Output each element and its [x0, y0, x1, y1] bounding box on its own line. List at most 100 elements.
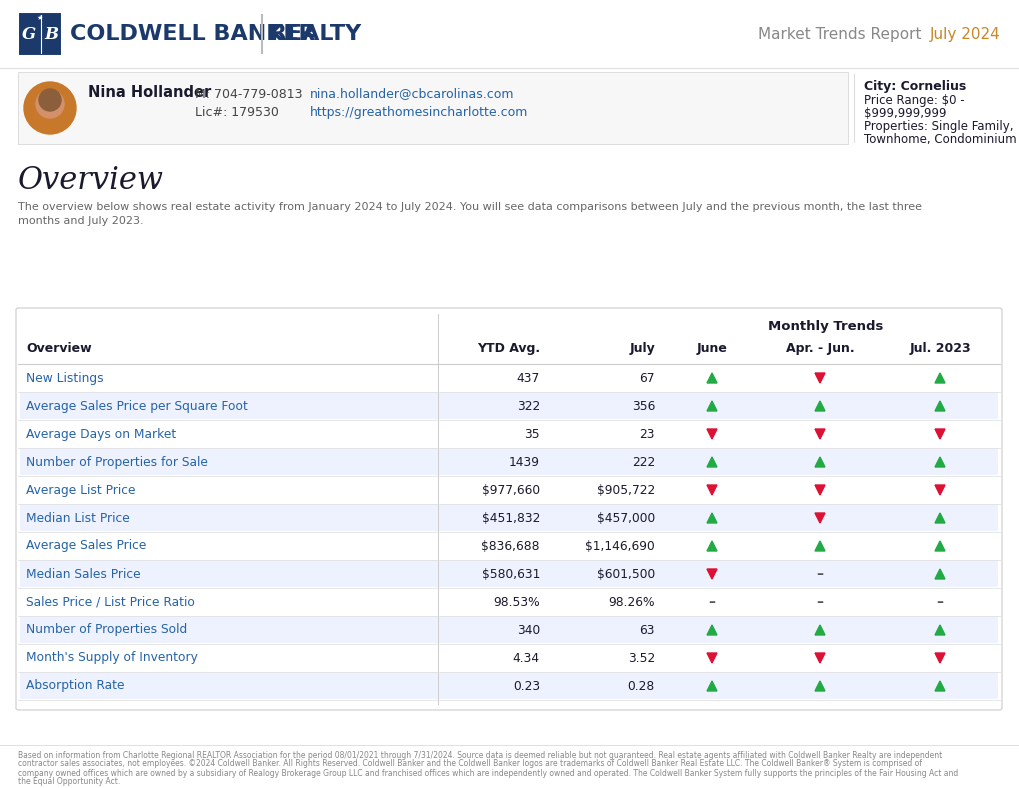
Text: Townhome, Condominium: Townhome, Condominium — [864, 132, 1017, 146]
Text: 0.28: 0.28 — [628, 679, 655, 693]
Text: company owned offices which are owned by a subsidiary of Realogy Brokerage Group: company owned offices which are owned by… — [18, 768, 958, 778]
Text: –: – — [816, 567, 823, 581]
Bar — [20, 560, 998, 587]
Polygon shape — [815, 401, 825, 411]
Polygon shape — [935, 653, 945, 663]
Text: Price Range: $0 -: Price Range: $0 - — [864, 94, 965, 106]
Text: $601,500: $601,500 — [597, 567, 655, 581]
Polygon shape — [707, 681, 717, 691]
Polygon shape — [815, 457, 825, 467]
Text: B: B — [45, 25, 58, 43]
Polygon shape — [935, 513, 945, 523]
Bar — [18, 12, 62, 56]
Text: Jul. 2023: Jul. 2023 — [909, 341, 971, 355]
Text: nina.hollander@cbcarolinas.com: nina.hollander@cbcarolinas.com — [310, 87, 515, 101]
Text: $905,722: $905,722 — [597, 484, 655, 496]
Text: 63: 63 — [640, 623, 655, 637]
Text: M: 704-779-0813: M: 704-779-0813 — [195, 87, 303, 101]
Text: ★: ★ — [37, 15, 43, 21]
Polygon shape — [815, 485, 825, 495]
Text: 35: 35 — [525, 428, 540, 440]
Text: 322: 322 — [517, 400, 540, 412]
Circle shape — [39, 89, 61, 111]
Bar — [20, 448, 998, 475]
Text: Average Sales Price: Average Sales Price — [26, 540, 147, 552]
Polygon shape — [707, 457, 717, 467]
Text: Number of Properties for Sale: Number of Properties for Sale — [26, 455, 208, 469]
Polygon shape — [935, 457, 945, 467]
Polygon shape — [935, 541, 945, 551]
Text: Number of Properties Sold: Number of Properties Sold — [26, 623, 187, 637]
Text: Properties: Single Family,: Properties: Single Family, — [864, 120, 1014, 132]
Text: $977,660: $977,660 — [482, 484, 540, 496]
Text: $451,832: $451,832 — [482, 511, 540, 525]
Polygon shape — [707, 541, 717, 551]
Text: Lic#: 179530: Lic#: 179530 — [195, 106, 279, 118]
Text: –: – — [936, 595, 944, 609]
Text: 340: 340 — [517, 623, 540, 637]
Text: City: Cornelius: City: Cornelius — [864, 80, 966, 92]
Polygon shape — [815, 625, 825, 635]
Text: Monthly Trends: Monthly Trends — [768, 319, 883, 333]
Text: Median List Price: Median List Price — [26, 511, 129, 525]
Text: REALTY: REALTY — [270, 24, 362, 44]
Text: $999,999,999: $999,999,999 — [864, 106, 947, 120]
Text: months and July 2023.: months and July 2023. — [18, 216, 144, 226]
Text: 1439: 1439 — [510, 455, 540, 469]
Text: 222: 222 — [632, 455, 655, 469]
Circle shape — [36, 90, 64, 118]
Polygon shape — [935, 485, 945, 495]
Polygon shape — [815, 681, 825, 691]
Text: July 2024: July 2024 — [930, 27, 1001, 42]
Text: Average Sales Price per Square Foot: Average Sales Price per Square Foot — [26, 400, 248, 412]
Text: Average List Price: Average List Price — [26, 484, 136, 496]
Text: New Listings: New Listings — [26, 371, 104, 385]
Polygon shape — [815, 513, 825, 523]
Polygon shape — [707, 513, 717, 523]
Text: Overview: Overview — [18, 165, 164, 196]
Polygon shape — [935, 373, 945, 383]
Bar — [20, 504, 998, 531]
Polygon shape — [815, 373, 825, 383]
Polygon shape — [707, 429, 717, 439]
Text: 67: 67 — [640, 371, 655, 385]
Polygon shape — [815, 653, 825, 663]
Text: 3.52: 3.52 — [628, 652, 655, 664]
Text: the Equal Opportunity Act.: the Equal Opportunity Act. — [18, 778, 120, 786]
Text: 0.23: 0.23 — [513, 679, 540, 693]
Text: Average Days on Market: Average Days on Market — [26, 428, 176, 440]
Polygon shape — [707, 653, 717, 663]
Polygon shape — [935, 681, 945, 691]
Polygon shape — [935, 429, 945, 439]
Polygon shape — [935, 569, 945, 579]
Text: Apr. - Jun.: Apr. - Jun. — [786, 341, 854, 355]
Polygon shape — [815, 429, 825, 439]
Text: 98.53%: 98.53% — [493, 596, 540, 608]
Polygon shape — [935, 401, 945, 411]
Text: June: June — [697, 341, 728, 355]
Text: Sales Price / List Price Ratio: Sales Price / List Price Ratio — [26, 596, 195, 608]
Bar — [20, 672, 998, 699]
Bar — [20, 616, 998, 643]
Text: $836,688: $836,688 — [482, 540, 540, 552]
Text: 23: 23 — [640, 428, 655, 440]
Bar — [18, 72, 848, 144]
Text: The overview below shows real estate activity from January 2024 to July 2024. Yo: The overview below shows real estate act… — [18, 202, 922, 212]
Text: Nina Hollander: Nina Hollander — [88, 84, 211, 99]
Text: July: July — [630, 341, 655, 355]
Text: $1,146,690: $1,146,690 — [585, 540, 655, 552]
Text: Median Sales Price: Median Sales Price — [26, 567, 141, 581]
Text: Overview: Overview — [26, 341, 92, 355]
Text: Based on information from Charlotte Regional REALTOR Association for the period : Based on information from Charlotte Regi… — [18, 750, 943, 760]
Polygon shape — [707, 625, 717, 635]
Polygon shape — [815, 541, 825, 551]
Text: 437: 437 — [517, 371, 540, 385]
Text: YTD Avg.: YTD Avg. — [477, 341, 540, 355]
Text: Market Trends Report: Market Trends Report — [758, 27, 921, 42]
Text: 356: 356 — [632, 400, 655, 412]
Text: $457,000: $457,000 — [597, 511, 655, 525]
Text: 98.26%: 98.26% — [608, 596, 655, 608]
Polygon shape — [707, 485, 717, 495]
Text: $580,631: $580,631 — [482, 567, 540, 581]
Polygon shape — [707, 569, 717, 579]
